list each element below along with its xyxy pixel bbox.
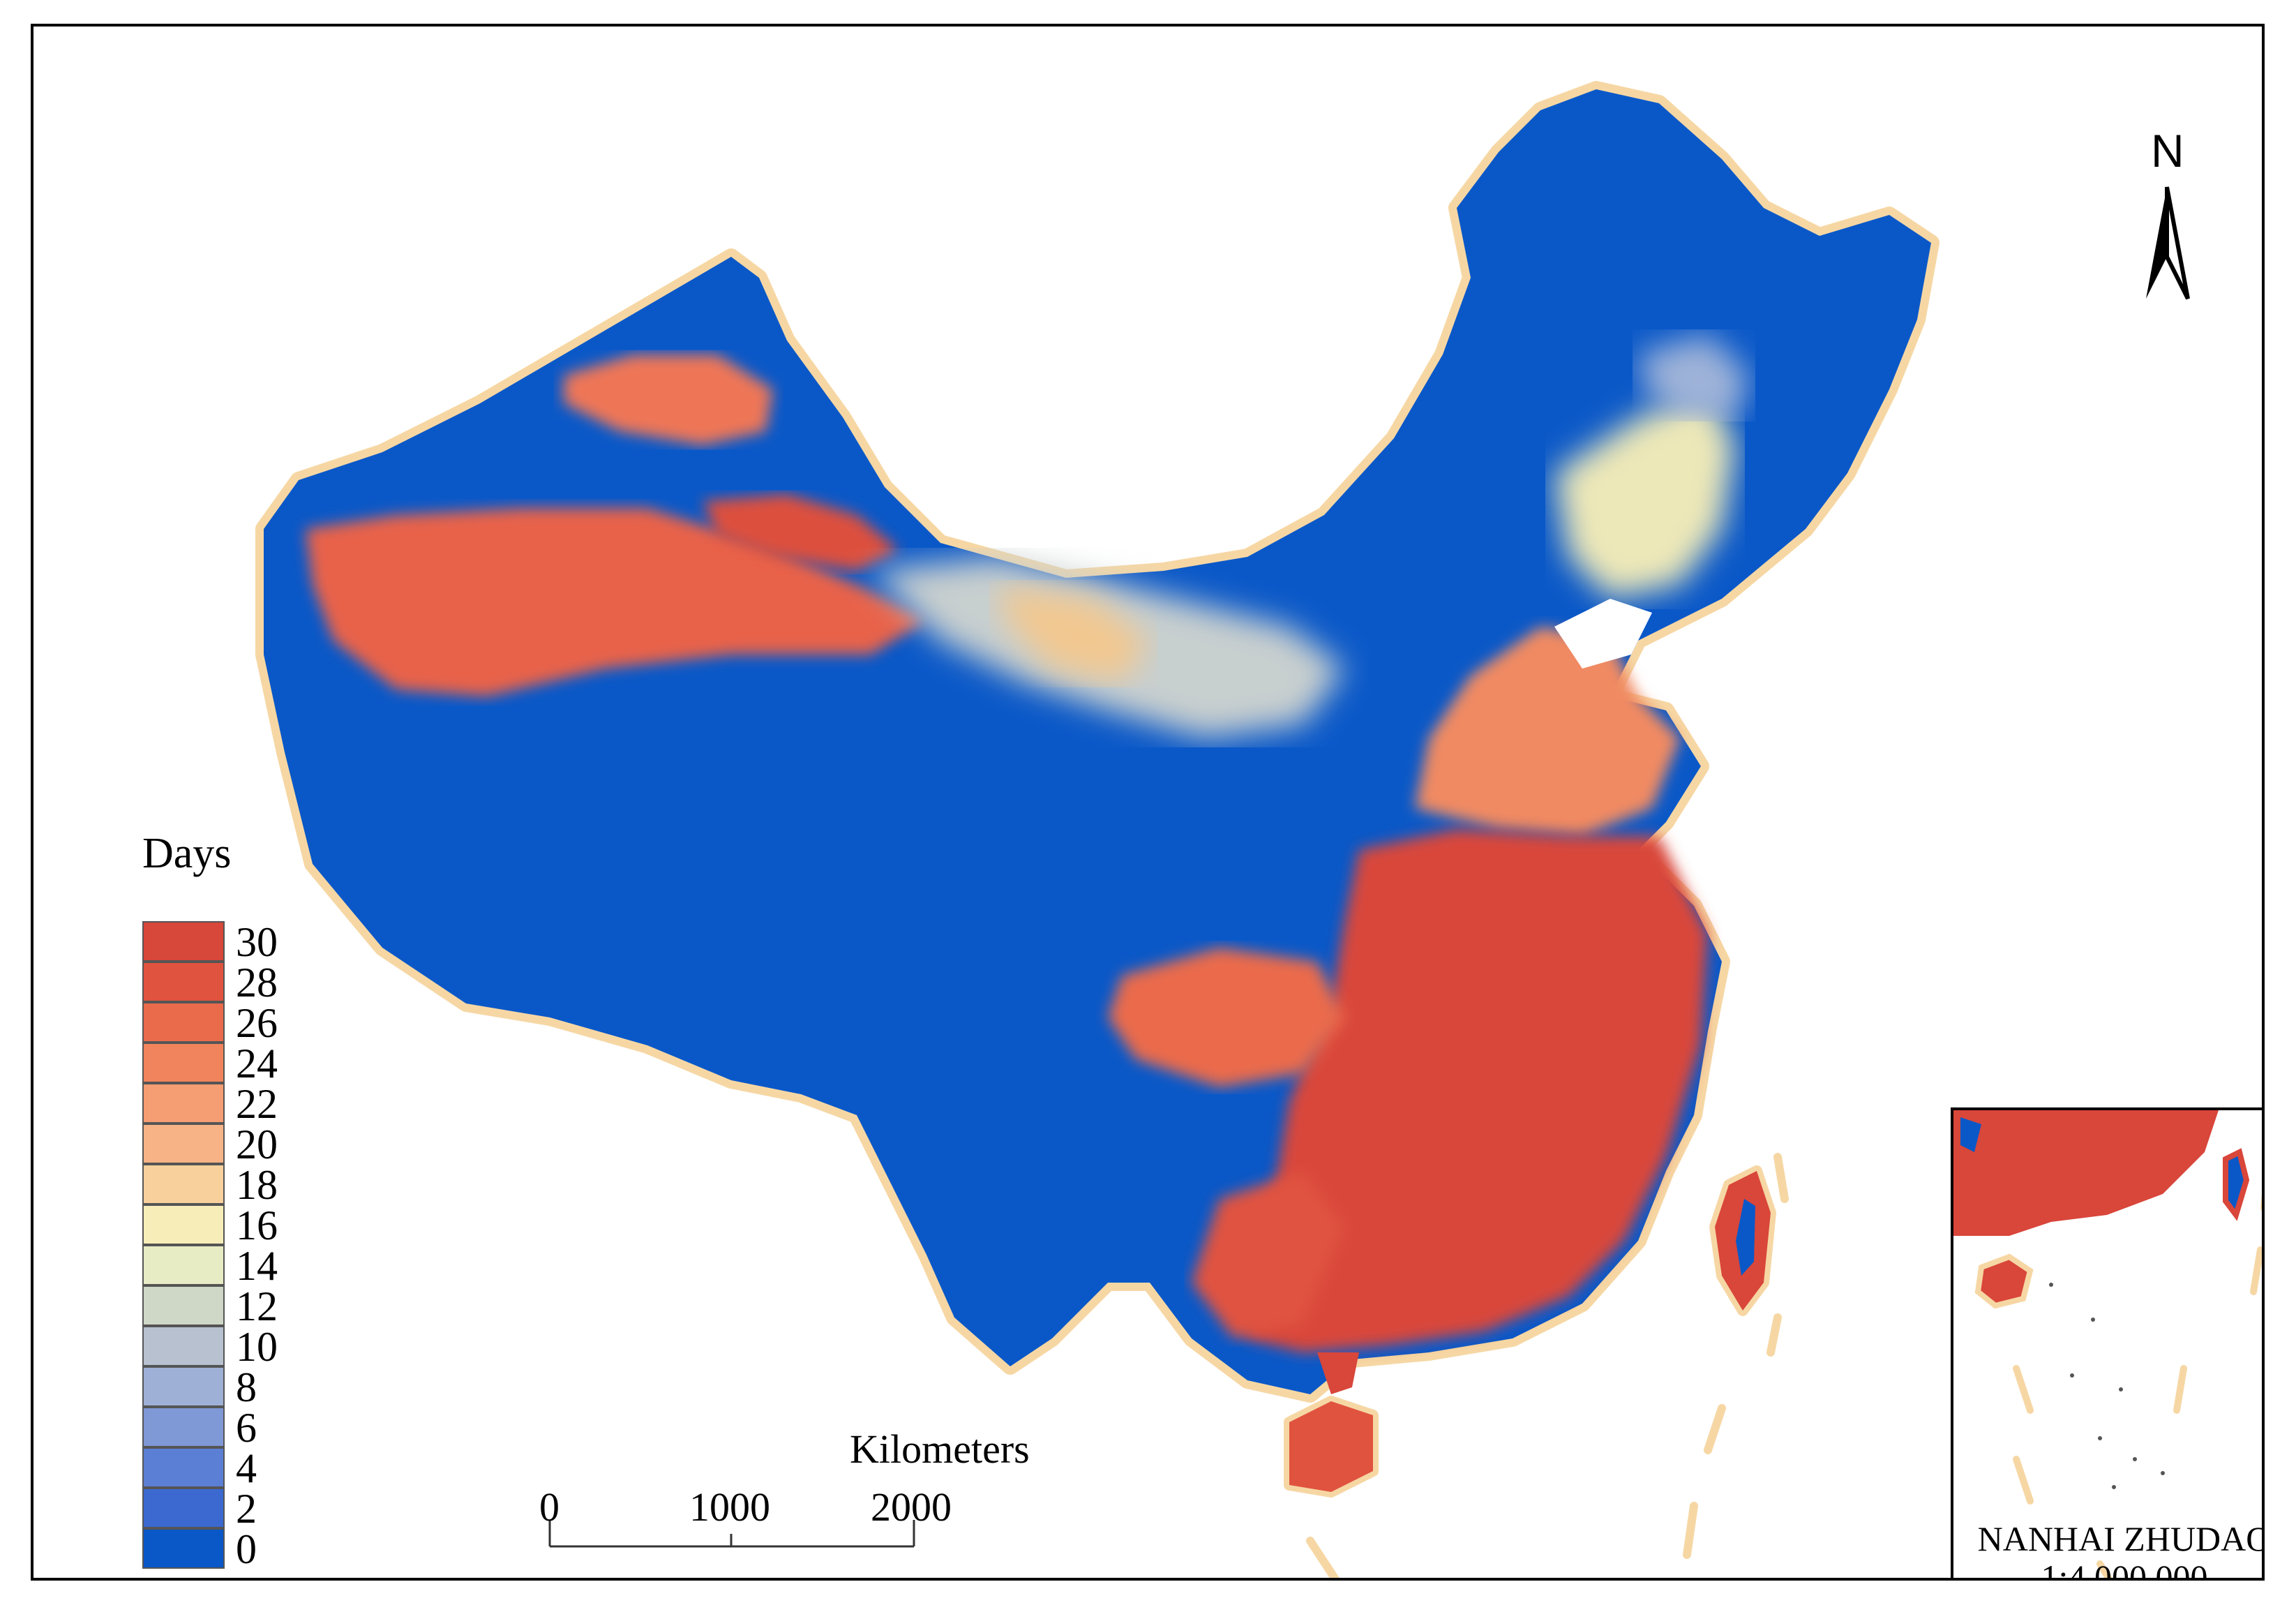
leizhou-peninsula <box>1317 1352 1359 1394</box>
legend-label: 30 <box>236 919 278 965</box>
inset-islands <box>2049 1283 2165 1489</box>
map-frame: Days 30 28 26 24 22 20 18 16 14 12 10 8 6 4 2 0 N Kilom… <box>31 24 2265 1581</box>
inset-scale: 1:4,000,000 <box>2041 1558 2208 1581</box>
legend-label: 12 <box>236 1283 278 1329</box>
legend-swatch <box>142 1124 225 1164</box>
region-turpan <box>703 494 899 571</box>
inset-mainland <box>1953 1110 2219 1236</box>
north-label: N <box>2151 125 2184 177</box>
legend-label: 16 <box>236 1202 278 1248</box>
inset-canvas <box>1953 1110 2262 1578</box>
region-guangxi <box>1192 1171 1345 1338</box>
legend-swatch <box>142 1326 225 1366</box>
legend-label: 14 <box>236 1243 278 1289</box>
region-northeast-plain <box>1554 389 1736 599</box>
region-south-china <box>1233 829 1708 1352</box>
region-hexi <box>996 585 1150 682</box>
region-north-china-plain <box>1415 627 1680 836</box>
legend-swatch <box>142 1528 225 1569</box>
legend-label: 26 <box>236 1000 278 1046</box>
inset-map-south-china-sea: NANHAI ZHUDAO 1:4,000,000 <box>1951 1107 2265 1581</box>
island-hainan <box>1289 1401 1373 1492</box>
legend-swatch <box>142 1488 225 1528</box>
legend-label: 18 <box>236 1162 278 1208</box>
legend-swatch <box>142 1204 225 1245</box>
bohai-sea <box>1554 599 1652 669</box>
legend-swatch <box>142 1366 225 1407</box>
island-taiwan-mountains <box>1736 1199 1755 1276</box>
inset-hainan <box>1974 1253 2034 1309</box>
inset-taiwan <box>2223 1148 2250 1221</box>
inset-title: NANHAI ZHUDAO <box>1977 1519 2265 1558</box>
legend-label: 10 <box>236 1324 278 1370</box>
legend-label: 28 <box>236 960 278 1006</box>
region-northeast-edge <box>1638 334 1750 417</box>
legend-swatch <box>142 1245 225 1285</box>
legend-label: 22 <box>236 1081 278 1127</box>
inset-maritime-dashes <box>2013 1193 2262 1578</box>
legend-label: 6 <box>236 1405 257 1451</box>
legend-swatch <box>142 921 225 962</box>
scale-tick-1000: 1000 <box>689 1484 770 1530</box>
legend-label: 0 <box>236 1526 257 1572</box>
scale-bar-title: Kilometers <box>850 1426 1030 1472</box>
north-arrow-icon <box>2146 186 2190 300</box>
inset-mainland-blue-patches <box>1960 1117 1981 1152</box>
legend-label: 8 <box>236 1364 257 1410</box>
legend-swatch <box>142 1447 225 1488</box>
country-base <box>264 89 1931 1394</box>
legend-swatch <box>142 1164 225 1204</box>
legend-swatch <box>142 1043 225 1083</box>
legend-label: 2 <box>236 1486 257 1532</box>
region-sichuan-basin <box>1108 948 1345 1087</box>
scale-tick-2000: 2000 <box>871 1484 952 1530</box>
region-junggar <box>564 355 773 445</box>
maritime-dashes <box>1306 1153 1789 1578</box>
legend-swatch <box>142 1407 225 1447</box>
legend-title: Days <box>142 830 232 877</box>
legend-label: 4 <box>236 1445 257 1491</box>
scale-bar <box>548 1520 915 1548</box>
legend-label: 20 <box>236 1121 278 1167</box>
legend-swatch <box>142 1083 225 1124</box>
legend-swatch <box>142 1285 225 1326</box>
legend-swatch <box>142 1002 225 1043</box>
legend-swatch <box>142 962 225 1002</box>
scale-tick-0: 0 <box>539 1484 560 1530</box>
map-canvas <box>255 81 1939 1578</box>
legend-label: 24 <box>236 1040 278 1087</box>
